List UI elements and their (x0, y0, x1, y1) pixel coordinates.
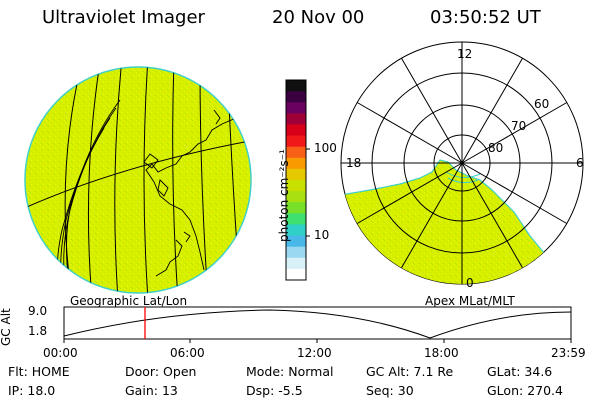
colorbar-band (286, 157, 306, 170)
info-dsp: Dsp: -5.5 (246, 383, 303, 398)
mlt-label-18: 18 (346, 156, 362, 170)
info-seq: Seq: 30 (366, 383, 414, 398)
colorbar-band (286, 180, 306, 192)
colorbar-band (286, 135, 306, 148)
time-tick-1200: 12:00 (297, 346, 332, 360)
altitude-ylabel: GC Alt (0, 308, 13, 346)
altitude-panel (63, 306, 572, 343)
altitude-ytick-low: 1.8 (28, 324, 48, 338)
lat-label-70: 70 (511, 119, 527, 133)
colorbar-band (286, 224, 306, 237)
colorbar-band (286, 124, 306, 137)
altitude-curve (63, 309, 572, 339)
apex-label: Apex MLat/MLT (425, 294, 515, 308)
time-tick-1800: 18:00 (424, 346, 459, 360)
colorbar-tick-100: 100 (314, 141, 337, 155)
mlt-meridians (341, 42, 583, 284)
lat-label-80: 80 (488, 141, 504, 155)
info-ip: IP: 18.0 (8, 383, 56, 398)
geographic-label: Geographic Lat/Lon (70, 294, 188, 308)
colorbar-band (286, 80, 306, 92)
time-tick-2359: 23:59 (551, 346, 586, 360)
mlt-label-0: 0 (466, 276, 474, 290)
info-door: Door: Open (125, 364, 197, 379)
colorbar-band (286, 268, 306, 281)
mlt-label-12: 12 (457, 47, 473, 61)
lat-label-60: 60 (534, 97, 550, 111)
colorbar-band (286, 146, 306, 159)
colorbar-band (286, 91, 306, 103)
colorbar-band (286, 213, 306, 225)
instrument-title: Ultraviolet Imager (42, 7, 205, 28)
colorbar (286, 80, 306, 281)
info-gc-alt: GC Alt: 7.1 Re (366, 364, 454, 379)
info-flt: Flt: HOME (8, 364, 70, 379)
info-gain: Gain: 13 (125, 383, 178, 398)
info-mode: Mode: Normal (246, 364, 334, 379)
colorbar-band (286, 246, 306, 259)
time-label: 03:50:52 UT (430, 7, 541, 28)
info-glon: GLon: 270.4 (487, 383, 563, 398)
colorbar-band (286, 113, 306, 125)
altitude-ytick-high: 9.0 (28, 304, 48, 318)
colorbar-band (286, 235, 306, 248)
colorbar-frame (285, 79, 307, 281)
time-axis-ticks (63, 339, 572, 343)
colorbar-band (286, 202, 306, 214)
geographic-map (24, 66, 252, 294)
colorbar-band (286, 191, 306, 203)
date-label: 20 Nov 00 (272, 7, 365, 28)
polar-plot (340, 41, 584, 285)
mlt-label-6: 6 (576, 156, 584, 170)
colorbar-unit-label: photon cm⁻²s⁻¹ (277, 149, 291, 242)
info-glat: GLat: 34.6 (487, 364, 553, 379)
colorbar-band (286, 102, 306, 114)
colorbar-tick-10: 10 (314, 228, 330, 242)
colorbar-band (286, 257, 306, 270)
time-tick-0000: 00:00 (43, 346, 78, 360)
time-tick-0600: 06:00 (170, 346, 205, 360)
colorbar-band (286, 168, 306, 181)
altitude-frame (63, 306, 572, 340)
earth-disk (24, 66, 252, 294)
